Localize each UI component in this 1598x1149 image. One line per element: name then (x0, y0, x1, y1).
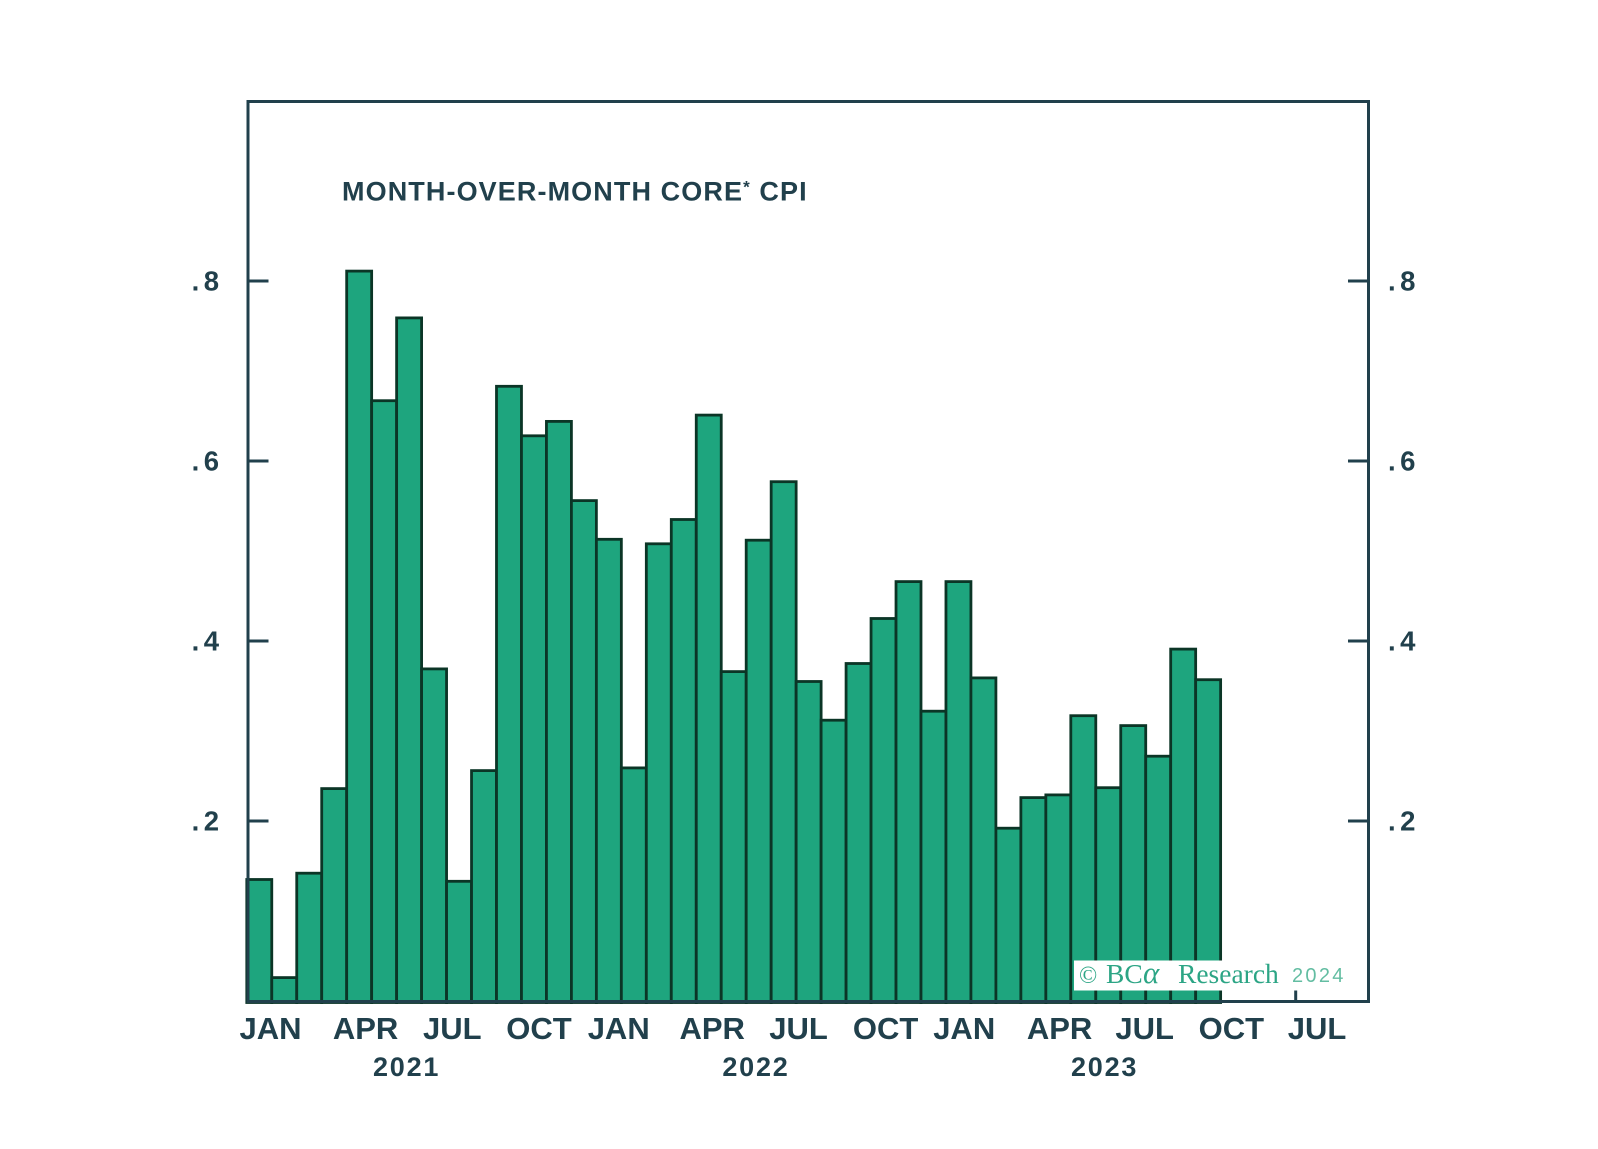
svg-text:.4: .4 (1388, 626, 1420, 657)
svg-text:JUL: JUL (769, 1011, 828, 1046)
svg-text:2021: 2021 (373, 1052, 440, 1082)
svg-text:.6: .6 (192, 446, 224, 477)
svg-text:JAN: JAN (588, 1011, 650, 1046)
svg-text:JUL: JUL (1115, 1011, 1174, 1046)
svg-text:2023: 2023 (1071, 1052, 1138, 1082)
svg-text:APR: APR (333, 1011, 398, 1046)
svg-text:Research: Research (1178, 958, 1279, 989)
svg-text:OCT: OCT (1199, 1011, 1265, 1046)
svg-text:MONTH-OVER-MONTH CORE* CPI: MONTH-OVER-MONTH CORE* CPI (342, 177, 808, 207)
svg-text:JAN: JAN (239, 1011, 301, 1046)
svg-text:JUL: JUL (423, 1011, 482, 1046)
svg-text:.8: .8 (1388, 266, 1420, 297)
svg-text:JAN: JAN (933, 1011, 995, 1046)
svg-text:BC: BC (1106, 958, 1143, 989)
svg-text:APR: APR (679, 1011, 744, 1046)
svg-text:2022: 2022 (722, 1052, 789, 1082)
svg-text:.6: .6 (1388, 446, 1420, 477)
svg-text:.8: .8 (192, 266, 224, 297)
svg-text:OCT: OCT (506, 1011, 572, 1046)
svg-text:JUL: JUL (1288, 1011, 1347, 1046)
svg-text:OCT: OCT (853, 1011, 919, 1046)
svg-text:.4: .4 (192, 626, 224, 657)
svg-text:α: α (1143, 955, 1160, 990)
svg-text:.2: .2 (192, 806, 224, 837)
svg-text:©: © (1079, 963, 1097, 989)
svg-text:.2: .2 (1388, 806, 1420, 837)
svg-text:APR: APR (1027, 1011, 1092, 1046)
svg-text:2024: 2024 (1292, 965, 1346, 987)
